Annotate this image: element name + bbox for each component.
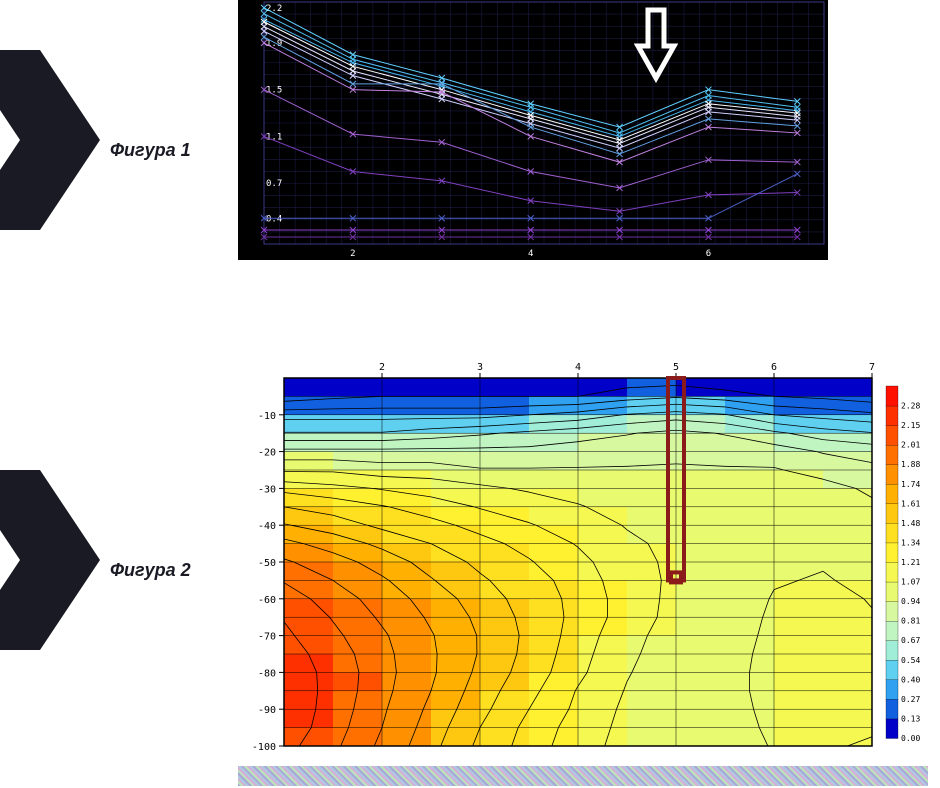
svg-text:0.4: 0.4 bbox=[266, 214, 282, 224]
chevron-icon bbox=[0, 50, 100, 230]
figure2-label: Фигура 2 bbox=[110, 560, 191, 581]
svg-text:3: 3 bbox=[477, 362, 483, 373]
svg-text:2.01: 2.01 bbox=[901, 441, 920, 450]
svg-text:0.94: 0.94 bbox=[901, 597, 920, 606]
svg-text:1.88: 1.88 bbox=[901, 460, 920, 469]
svg-text:4: 4 bbox=[575, 362, 581, 373]
svg-text:0.00: 0.00 bbox=[901, 734, 920, 743]
svg-text:0.54: 0.54 bbox=[901, 656, 920, 665]
svg-text:1.34: 1.34 bbox=[901, 538, 920, 547]
heatmap-chart: 2 3 4 5 6 7 -10 -20 -30 -40 -50 -60 -70 -80 -90 -100 0.0… bbox=[238, 356, 938, 754]
figure2-chart: 2 3 4 5 6 7 -10 -20 -30 -40 -50 -60 -70 -80 -90 -100 0.0… bbox=[238, 356, 938, 754]
svg-text:2: 2 bbox=[379, 362, 385, 373]
svg-text:5: 5 bbox=[673, 362, 679, 373]
svg-text:-90: -90 bbox=[258, 705, 276, 716]
svg-text:6: 6 bbox=[771, 362, 777, 373]
svg-text:-30: -30 bbox=[258, 484, 276, 495]
svg-text:1.61: 1.61 bbox=[901, 499, 920, 508]
svg-text:1.74: 1.74 bbox=[901, 480, 920, 489]
svg-text:-80: -80 bbox=[258, 668, 276, 679]
svg-text:0.40: 0.40 bbox=[901, 675, 920, 684]
svg-text:2: 2 bbox=[350, 249, 355, 259]
svg-text:1.9: 1.9 bbox=[266, 39, 282, 49]
svg-text:-70: -70 bbox=[258, 632, 276, 643]
figure1-label: Фигура 1 bbox=[110, 140, 191, 161]
svg-text:-60: -60 bbox=[258, 595, 276, 606]
noise-strip bbox=[238, 766, 928, 786]
svg-text:2.15: 2.15 bbox=[901, 421, 920, 430]
svg-text:-50: -50 bbox=[258, 558, 276, 569]
svg-text:4: 4 bbox=[528, 249, 533, 259]
svg-text:-100: -100 bbox=[252, 742, 276, 753]
svg-text:0.81: 0.81 bbox=[901, 617, 920, 626]
down-arrow-icon bbox=[634, 6, 678, 86]
svg-text:1.5: 1.5 bbox=[266, 86, 282, 96]
svg-text:2.2: 2.2 bbox=[266, 4, 282, 14]
svg-text:-20: -20 bbox=[258, 448, 276, 459]
svg-text:2.28: 2.28 bbox=[901, 402, 920, 411]
svg-text:1.07: 1.07 bbox=[901, 578, 920, 587]
svg-text:7: 7 bbox=[869, 362, 875, 373]
svg-text:-10: -10 bbox=[258, 411, 276, 422]
line-chart: 0.40.71.11.51.92.2246 bbox=[238, 0, 828, 260]
svg-text:-40: -40 bbox=[258, 521, 276, 532]
svg-text:0.27: 0.27 bbox=[901, 695, 920, 704]
svg-text:1.48: 1.48 bbox=[901, 519, 920, 528]
svg-text:0.13: 0.13 bbox=[901, 714, 920, 723]
chevron-icon bbox=[0, 470, 100, 650]
svg-text:0.67: 0.67 bbox=[901, 636, 920, 645]
svg-text:1.21: 1.21 bbox=[901, 558, 920, 567]
figure1-chart: 0.40.71.11.51.92.2246 bbox=[238, 0, 828, 260]
svg-text:6: 6 bbox=[706, 249, 711, 259]
svg-text:0.7: 0.7 bbox=[266, 179, 282, 189]
